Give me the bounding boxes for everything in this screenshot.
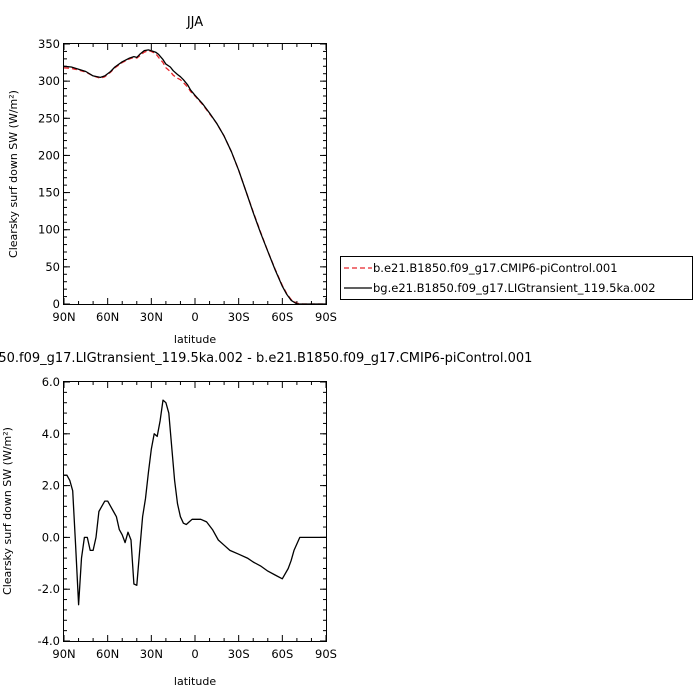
top-chart-panel: JJA Clearsky surf down SW (W/m²) latitud… [7,15,337,346]
top-y-tick-label: 250 [38,111,60,125]
legend-box [340,256,693,300]
top-y-tick-label: 100 [38,223,60,237]
top-chart-frame [63,43,327,305]
top-chart-title: JJA [186,15,203,30]
bottom-y-tick-label: 0.0 [42,530,60,544]
top-x-tick-label: 0 [191,310,198,324]
top-series-line-1 [63,49,326,305]
bottom-x-tick-label: 90S [315,647,337,661]
top-chart-xlabel: latitude [174,333,216,346]
bottom-series-line-0 [64,399,326,606]
bottom-y-tick-label: 6.0 [42,375,60,389]
bottom-y-tick-label: 2.0 [42,479,60,493]
top-series-line-0 [63,50,326,305]
bottom-x-tick-label: 0 [191,647,198,661]
legend: b.e21.B1850.f09_g17.CMIP6-piControl.001 … [340,256,693,300]
top-y-tick-label: 200 [38,148,60,162]
legend-label-lig-transient: bg.e21.B1850.f09_g17.LIGtransient_119.5k… [373,281,656,295]
top-x-tick-label: 90S [315,310,337,324]
top-y-tick-label: 150 [38,186,60,200]
bottom-x-tick-label: 30N [140,647,163,661]
top-x-tick-label: 90N [52,310,75,324]
top-x-tick-label: 60S [271,310,293,324]
bottom-y-tick-label: -2.0 [38,582,60,596]
top-y-tick-label: 300 [38,74,60,88]
bottom-x-tick-label: 30S [228,647,250,661]
bottom-chart-xlabel: latitude [174,675,216,688]
bottom-chart-title: bg.e21.B1850.f09_g17.LIGtransient_119.5k… [0,351,532,366]
bottom-x-tick-label: 60N [96,647,119,661]
bottom-x-tick-label: 60S [271,647,293,661]
top-chart-ylabel: Clearsky surf down SW (W/m²) [7,90,20,258]
top-x-tick-label: 60N [96,310,119,324]
bottom-chart-ylabel: Clearsky surf down SW (W/m²) [1,427,14,595]
top-y-tick-label: 350 [38,37,60,51]
legend-label-pi-control: b.e21.B1850.f09_g17.CMIP6-piControl.001 [373,261,618,275]
top-x-tick-label: 30N [140,310,163,324]
top-x-tick-label: 30S [228,310,250,324]
top-y-tick-label: 50 [45,260,60,274]
bottom-y-tick-label: -4.0 [38,634,60,648]
bottom-x-tick-label: 90N [52,647,75,661]
top-y-tick-label: 0 [53,297,60,311]
bottom-chart-frame [63,381,327,642]
bottom-chart-panel: bg.e21.B1850.f09_g17.LIGtransient_119.5k… [0,351,532,688]
bottom-y-tick-label: 4.0 [42,427,60,441]
